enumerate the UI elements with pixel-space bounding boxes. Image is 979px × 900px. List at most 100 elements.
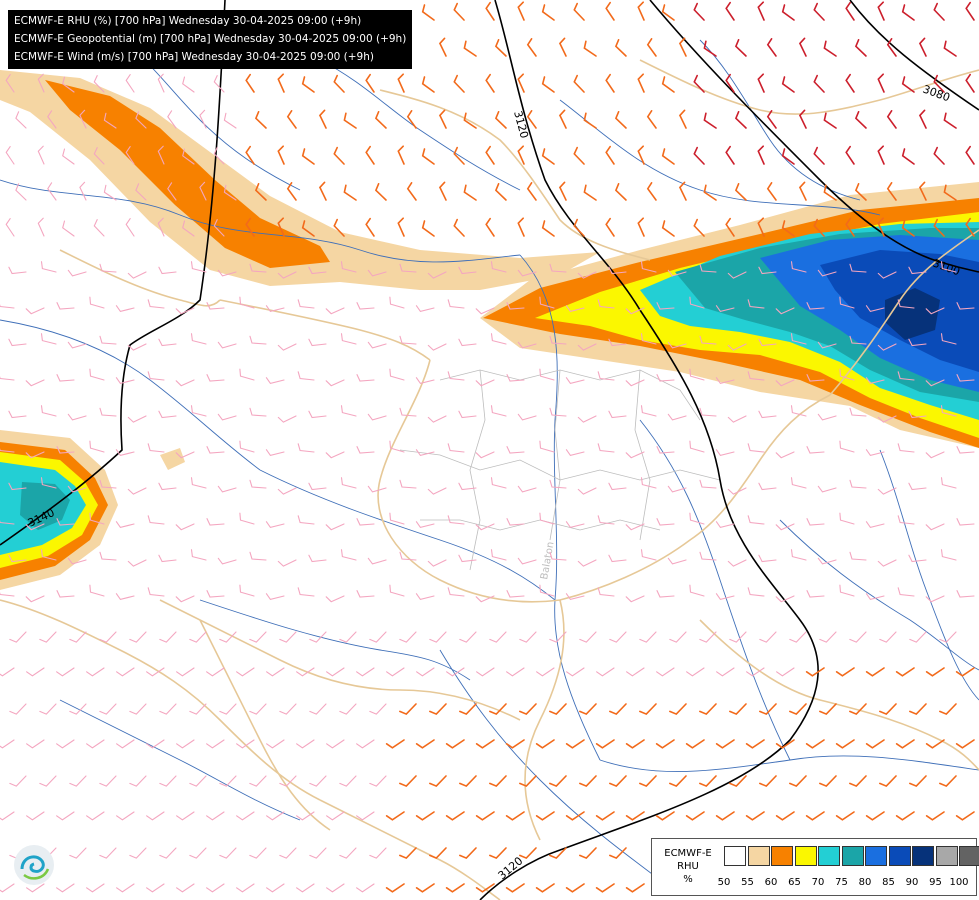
wind-barb [539, 296, 555, 309]
wind-barb [608, 554, 627, 563]
wind-barb [757, 73, 765, 93]
wind-barb [757, 217, 765, 237]
wind-barb [25, 523, 45, 531]
wind-barb [421, 148, 435, 165]
wind-barb [325, 523, 345, 531]
wind-barb [249, 479, 267, 489]
wind-barb [577, 415, 597, 423]
wind-barb [661, 220, 675, 237]
wind-barb [0, 592, 15, 597]
wind-barb [279, 847, 297, 859]
wind-barb [746, 667, 765, 677]
wind-barb [519, 775, 537, 788]
wind-barb [775, 307, 795, 315]
wind-barb [190, 261, 207, 273]
wind-barb [340, 405, 357, 417]
wind-barb [415, 305, 435, 313]
wind-barb [475, 739, 495, 749]
wind-barb [517, 413, 537, 421]
wind-barb [597, 299, 615, 309]
wind-barb [245, 217, 255, 237]
wind-barb [159, 847, 177, 859]
wind-barb [279, 703, 297, 715]
wind-barb [325, 595, 345, 603]
wind-barb [159, 775, 177, 787]
wind-barb [640, 405, 657, 417]
legend-model: ECMWF-E [664, 848, 712, 859]
wind-barb [182, 76, 195, 93]
wind-barb [517, 1, 525, 21]
wind-barb [865, 305, 885, 313]
wind-barb [817, 269, 837, 277]
wind-barb [190, 333, 207, 345]
wind-barb [356, 302, 375, 310]
wind-barb [526, 110, 537, 129]
wind-barb [367, 557, 387, 565]
wind-barb [182, 220, 195, 237]
wind-barb [693, 146, 705, 165]
wind-barb [686, 667, 705, 677]
wind-barb [781, 220, 795, 237]
wind-barb [296, 883, 315, 893]
wind-barb [609, 703, 627, 716]
wind-barb [747, 515, 765, 525]
wind-barb [79, 181, 87, 201]
wind-barb [725, 217, 735, 237]
wind-barb [758, 410, 777, 419]
wind-barb [727, 487, 747, 495]
wind-barb [908, 410, 927, 419]
wind-barb [789, 775, 807, 788]
legend-tick: 55 [741, 877, 754, 888]
wind-barb [925, 811, 945, 821]
wind-barb [805, 667, 825, 677]
wind-barb [918, 109, 927, 129]
wind-barb [277, 343, 297, 351]
wind-barb [519, 847, 537, 860]
wind-barb [490, 405, 507, 417]
wind-barb [475, 523, 495, 531]
wind-barb [367, 485, 387, 493]
wind-barb [925, 451, 945, 459]
wind-barb [577, 559, 597, 567]
title-line-geopotential: ECMWF-E Geopotential (m) [700 hPa] Wedne… [14, 33, 407, 45]
wind-barb [579, 775, 597, 788]
wind-barb [326, 739, 345, 749]
wind-barb [427, 559, 447, 567]
wind-barb [445, 811, 465, 821]
wind-barb [399, 703, 417, 716]
wind-barb [445, 739, 465, 749]
wind-barb [115, 521, 135, 529]
wind-barb [819, 775, 837, 788]
wind-barb [909, 703, 927, 716]
wind-barb [747, 443, 765, 453]
wind-barb [897, 515, 915, 525]
wind-barb [0, 811, 15, 821]
wind-barb [685, 739, 705, 749]
wind-barb [625, 811, 645, 821]
wind-barb [67, 341, 87, 349]
wind-barb [608, 410, 627, 419]
rivers [0, 39, 979, 881]
wind-barb [157, 145, 165, 165]
wind-barb [689, 584, 705, 597]
wind-barb [147, 443, 165, 453]
wind-barb [956, 590, 975, 598]
wind-barb [453, 146, 465, 165]
wind-barb [340, 549, 357, 561]
wind-barb [223, 112, 237, 129]
wind-barb [129, 847, 147, 859]
wind-barb [475, 883, 495, 893]
wind-barb [236, 739, 255, 749]
wind-barb [99, 551, 117, 561]
wind-barb [175, 307, 195, 315]
wind-barb [69, 847, 87, 859]
wind-barb [646, 182, 657, 201]
wind-barb [415, 739, 435, 749]
wind-barb [129, 631, 147, 643]
wind-barb [759, 775, 777, 788]
wind-barb [918, 37, 927, 57]
wind-barb [747, 587, 765, 597]
wind-barb [438, 109, 447, 129]
wind-barb [595, 739, 615, 749]
